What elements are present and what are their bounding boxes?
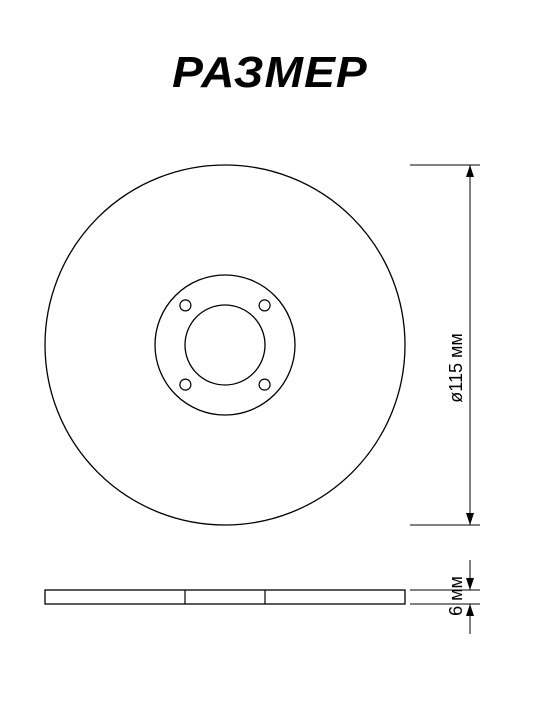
diameter-dimension: ø115 мм bbox=[410, 165, 480, 525]
technical-drawing: ø115 мм 6 мм bbox=[0, 0, 540, 720]
thickness-dimension: 6 мм bbox=[410, 560, 480, 634]
side-rect bbox=[45, 590, 405, 604]
thickness-label: 6 мм bbox=[446, 576, 466, 616]
bolt-hole bbox=[259, 300, 270, 311]
diameter-label: ø115 мм bbox=[446, 333, 466, 402]
flange-circle bbox=[155, 275, 295, 415]
bolt-hole bbox=[180, 300, 191, 311]
bolt-hole bbox=[180, 379, 191, 390]
outer-circle bbox=[45, 165, 405, 525]
bore-circle bbox=[185, 305, 265, 385]
bolt-hole bbox=[259, 379, 270, 390]
disc-side-view bbox=[45, 590, 405, 604]
page: РАЗМЕР bbox=[0, 0, 540, 720]
disc-top-view bbox=[45, 165, 405, 525]
